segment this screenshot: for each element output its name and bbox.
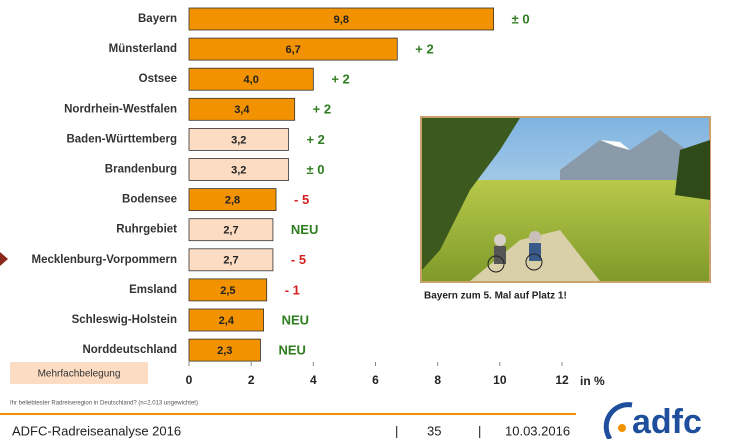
x-tick-label: 0 [186,373,193,387]
footer-title: ADFC-Radreiseanalyse 2016 [12,423,181,438]
category-label: Ostsee [139,73,177,85]
bar [188,218,274,242]
separator: | [395,423,398,438]
value-label: 6,7 [285,44,300,56]
value-label: 2,8 [225,195,240,207]
change-label: ± 0 [512,11,530,26]
change-label: + 2 [331,72,349,87]
value-label: 3,2 [231,164,246,176]
bar [188,338,261,362]
category-label: Schleswig-Holstein [72,314,177,326]
value-label: 3,4 [234,104,250,116]
bar [188,97,296,121]
value-label: 2,7 [223,255,238,267]
footnote: Ihr beliebtester Radreiseregion in Deuts… [10,401,198,407]
category-label: Bayern [138,13,177,25]
bar [188,308,264,332]
date: 10.03.2016 [505,423,570,438]
change-label: NEU [282,312,309,327]
change-label: NEU [278,343,305,358]
legend-note: Mehrfachbelegung [38,369,121,380]
category-label: Emsland [129,284,177,296]
category-label: Brandenburg [105,164,177,176]
category-label: Mecklenburg-Vorpommern [32,254,177,266]
value-label: 2,5 [220,285,235,297]
x-tick-label: 2 [248,373,255,387]
x-tick-label: 12 [555,373,569,387]
category-label: Münsterland [109,43,177,55]
change-label: - 5 [291,252,306,267]
change-label: + 2 [306,132,324,147]
value-label: 2,7 [223,225,238,237]
bar [188,158,289,181]
bar [188,127,289,151]
x-tick-label: 6 [372,373,379,387]
category-label: Norddeutschland [82,344,177,356]
category-label: Baden-Württemberg [66,133,177,145]
value-label: 9,8 [334,14,349,26]
image-caption: Bayern zum 5. Mal auf Platz 1! [424,291,567,302]
change-label: ± 0 [306,162,324,177]
change-label: - 5 [294,192,309,207]
bar [188,188,277,212]
x-tick-label: 4 [310,373,317,387]
x-tick-label: 8 [434,373,441,387]
value-label: 3,2 [231,134,246,146]
category-label: Bodensee [122,194,177,206]
photo [420,116,711,283]
page-number: 35 [427,423,441,438]
category-label: Nordrhein-Westfalen [64,103,177,115]
change-label: - 1 [285,282,300,297]
x-axis-label: in % [580,374,605,388]
value-label: 2,4 [219,315,235,327]
bar [188,7,495,31]
bar [188,248,274,272]
value-label: 2,3 [217,345,232,357]
change-label: NEU [291,222,318,237]
marker-arrow [0,252,8,266]
change-label: + 2 [415,42,433,57]
bar [188,67,314,91]
change-label: + 2 [313,102,331,117]
logo: adfc [603,402,702,439]
bar [188,278,268,302]
value-label: 4,0 [244,74,259,86]
category-label: Ruhrgebiet [116,224,177,236]
legend-box [10,362,148,384]
x-tick-label: 10 [493,373,507,387]
separator: | [478,423,481,438]
bar [188,37,398,61]
logo-text: adfc [632,403,702,439]
